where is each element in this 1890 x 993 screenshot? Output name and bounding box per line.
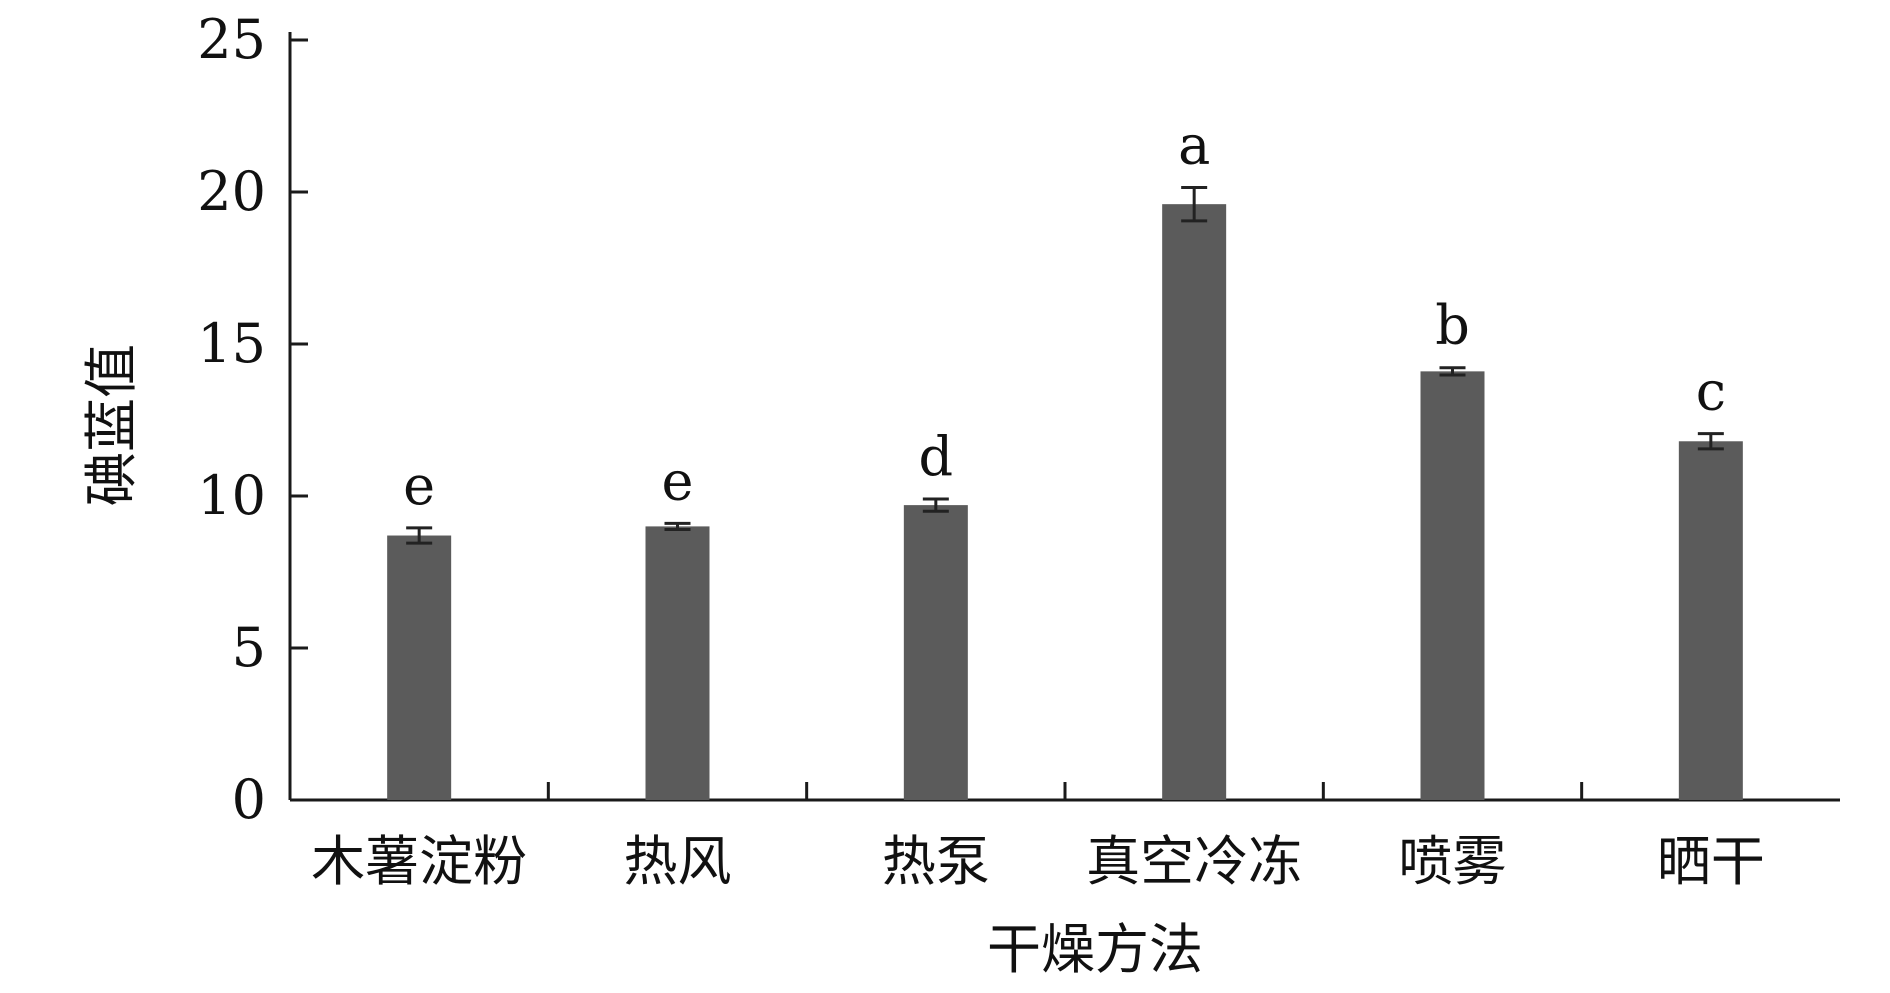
significance-labels: e e d a b c [403,113,1726,516]
significance-letter: b [1435,294,1470,357]
y-tick-label: 25 [197,8,266,71]
y-tick-label: 10 [197,464,266,527]
axes [288,32,1840,802]
bar [1678,441,1743,800]
x-axis-title: 干燥方法 [987,918,1203,981]
significance-letter: a [1178,113,1210,176]
bars [387,204,1743,800]
y-tick-label: 15 [197,312,266,375]
significance-letter: e [662,449,694,512]
significance-letter: d [919,425,954,488]
x-axis-category-labels: 木薯淀粉 热风 热泵 真空冷冻 喷雾 晒干 [311,830,1765,893]
bar [1420,371,1485,800]
bar [903,505,968,800]
x-category-label: 真空冷冻 [1086,830,1302,893]
bar [387,535,452,800]
y-tick-label: 5 [232,616,266,679]
y-axis-ticks: 0 5 10 15 20 25 [197,8,308,831]
x-category-label: 热风 [624,830,732,893]
y-tick-label: 20 [197,160,266,223]
x-category-label: 晒干 [1657,830,1765,893]
bar [1162,204,1227,800]
y-axis-title: 碘蓝值 [80,344,143,506]
x-category-label: 热泵 [882,830,990,893]
significance-letter: e [403,454,435,517]
bar [645,526,710,800]
x-category-label: 木薯淀粉 [311,830,527,893]
x-category-label: 喷雾 [1399,830,1507,893]
error-bars [406,185,1724,545]
significance-letter: c [1696,360,1726,423]
y-tick-label: 0 [232,768,266,831]
